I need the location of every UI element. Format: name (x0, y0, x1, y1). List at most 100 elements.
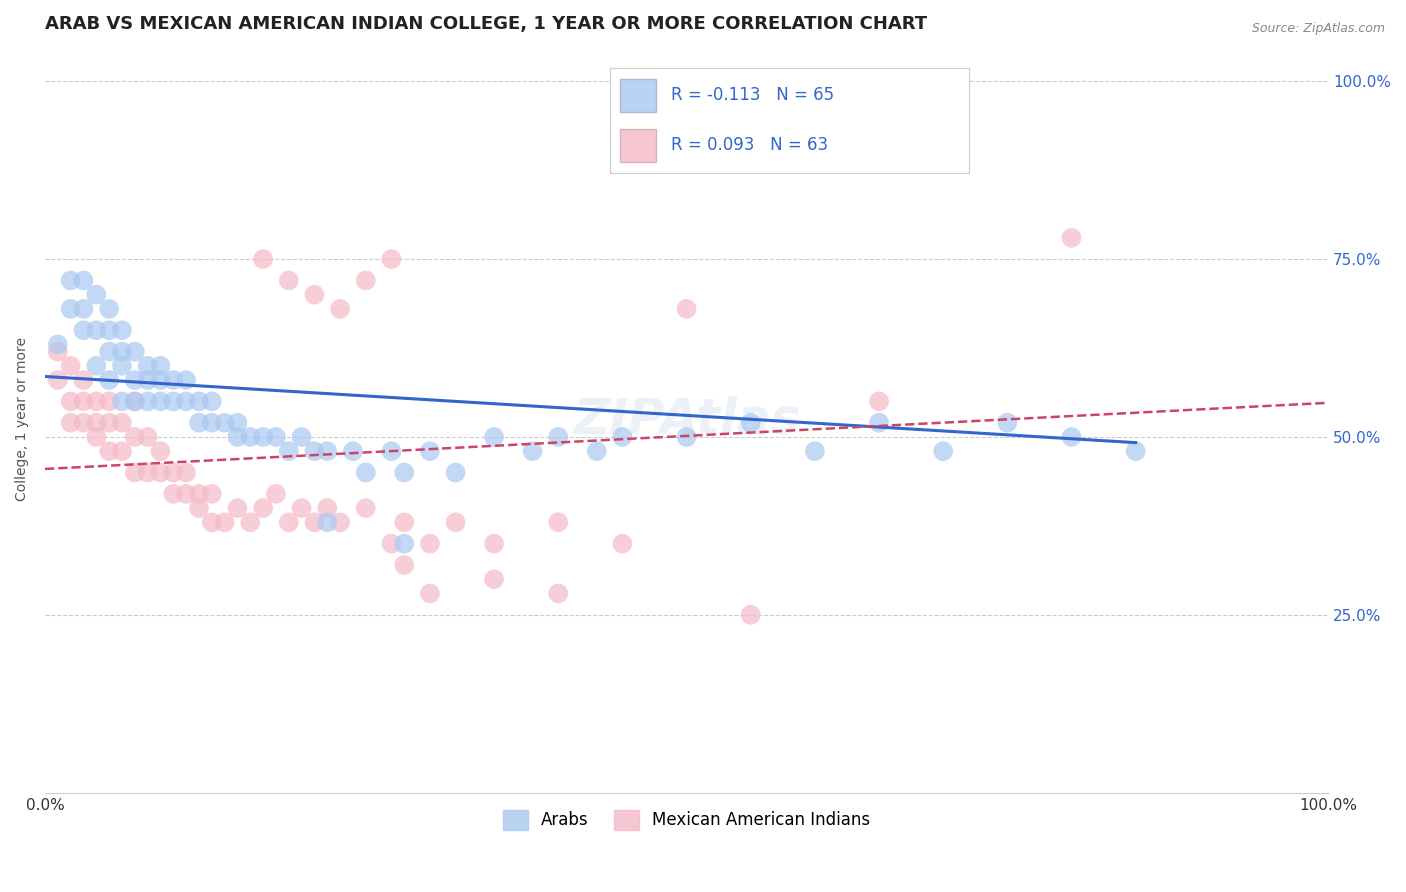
Point (84, 430, 107, 444)
Point (136, 394, 159, 409)
Point (995, 416, 1018, 430)
Point (316, 501, 339, 516)
Point (675, 430, 697, 444)
Point (98, 444, 121, 458)
Point (419, 586, 441, 600)
Point (214, 516, 236, 530)
Point (354, 273, 377, 287)
Point (394, 558, 416, 572)
Point (124, 373, 146, 387)
Point (111, 394, 134, 409)
Point (149, 373, 172, 387)
Y-axis label: College, 1 year or more: College, 1 year or more (15, 337, 30, 501)
Point (252, 252, 274, 266)
Point (149, 444, 172, 458)
Point (59, 301, 82, 316)
Point (932, 444, 955, 458)
Point (522, 444, 544, 458)
Point (111, 359, 134, 373)
Text: ARAB VS MEXICAN AMERICAN INDIAN COLLEGE, 1 YEAR OR MORE CORRELATION CHART: ARAB VS MEXICAN AMERICAN INDIAN COLLEGE,… (45, 15, 927, 33)
Legend: Arabs, Mexican American Indians: Arabs, Mexican American Indians (496, 803, 877, 837)
Point (72, 416, 94, 430)
Point (162, 394, 184, 409)
Point (149, 466, 172, 480)
Point (59, 416, 82, 430)
Point (329, 516, 352, 530)
Point (124, 394, 146, 409)
Point (482, 430, 505, 444)
Point (419, 536, 441, 550)
Point (585, 444, 607, 458)
Point (354, 501, 377, 516)
Point (419, 444, 441, 458)
Point (46, 337, 69, 351)
Point (291, 501, 314, 516)
Point (380, 536, 402, 550)
Text: ZIPAtlas: ZIPAtlas (572, 395, 800, 443)
Point (84, 359, 107, 373)
Point (252, 501, 274, 516)
Point (226, 501, 249, 516)
Point (868, 416, 890, 430)
Point (162, 466, 184, 480)
Point (1060, 430, 1083, 444)
Point (84, 323, 107, 337)
Point (547, 586, 569, 600)
Point (149, 394, 172, 409)
Point (174, 394, 197, 409)
Point (84, 287, 107, 301)
Point (59, 394, 82, 409)
Point (612, 536, 634, 550)
Point (291, 430, 314, 444)
Point (201, 416, 224, 430)
Point (342, 444, 364, 458)
Text: Source: ZipAtlas.com: Source: ZipAtlas.com (1251, 22, 1385, 36)
Point (136, 373, 159, 387)
Point (277, 273, 299, 287)
Point (239, 430, 262, 444)
Point (740, 416, 762, 430)
Point (124, 344, 146, 359)
Point (124, 430, 146, 444)
Point (804, 444, 827, 458)
Point (174, 466, 197, 480)
Point (72, 301, 94, 316)
Point (482, 572, 505, 586)
Point (174, 373, 197, 387)
Point (201, 516, 224, 530)
Point (174, 487, 197, 501)
Point (394, 466, 416, 480)
Point (1060, 231, 1083, 245)
Point (304, 444, 326, 458)
Point (72, 273, 94, 287)
Point (46, 373, 69, 387)
Point (277, 444, 299, 458)
Point (868, 394, 890, 409)
Point (380, 252, 402, 266)
Point (124, 394, 146, 409)
Point (98, 344, 121, 359)
Point (394, 536, 416, 550)
Point (547, 430, 569, 444)
Point (59, 359, 82, 373)
Point (72, 323, 94, 337)
Point (136, 430, 159, 444)
Point (188, 416, 211, 430)
Point (136, 359, 159, 373)
Point (188, 394, 211, 409)
Point (394, 516, 416, 530)
Point (162, 487, 184, 501)
Point (354, 466, 377, 480)
Point (277, 516, 299, 530)
Point (136, 466, 159, 480)
Point (201, 487, 224, 501)
Point (482, 536, 505, 550)
Point (98, 373, 121, 387)
Point (316, 516, 339, 530)
Point (675, 301, 697, 316)
Point (547, 516, 569, 530)
Point (84, 394, 107, 409)
Point (304, 516, 326, 530)
Point (188, 501, 211, 516)
Point (264, 487, 287, 501)
